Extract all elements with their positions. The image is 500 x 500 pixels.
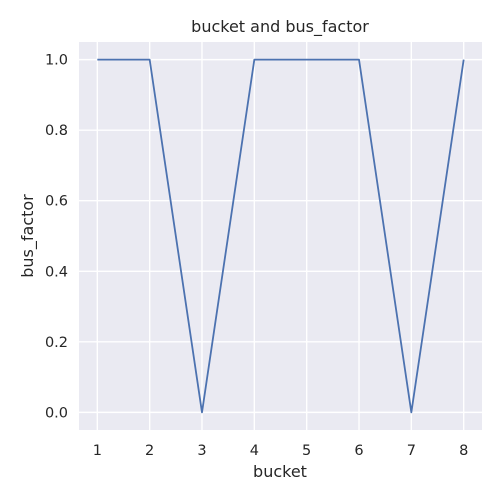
x-tick-label: 1 (93, 443, 102, 459)
y-tick-label: 0.8 (45, 123, 68, 139)
chart-title: bucket and bus_factor (191, 17, 369, 37)
y-tick-label: 0.2 (45, 335, 68, 351)
y-tick-label: 1.0 (45, 53, 68, 69)
x-tick-labels: 1 2 3 4 5 6 7 8 (93, 443, 469, 459)
x-tick-label: 5 (302, 443, 311, 459)
x-axis-label: bucket (253, 462, 307, 481)
x-tick-label: 3 (197, 443, 206, 459)
x-tick-label: 6 (354, 443, 363, 459)
x-tick-label: 2 (145, 443, 154, 459)
y-axis-label: bus_factor (18, 194, 38, 278)
series-line (97, 58, 465, 414)
plot-area (79, 42, 482, 430)
y-tick-labels: 0.0 0.2 0.4 0.6 0.8 1.0 (45, 53, 68, 422)
y-tick-label: 0.4 (45, 264, 68, 280)
x-tick-label: 7 (407, 443, 416, 459)
x-tick-label: 4 (250, 443, 259, 459)
series-group (97, 58, 465, 414)
y-tick-label: 0.6 (45, 194, 68, 210)
y-tick-label: 0.0 (45, 405, 68, 421)
x-tick-label: 8 (459, 443, 468, 459)
